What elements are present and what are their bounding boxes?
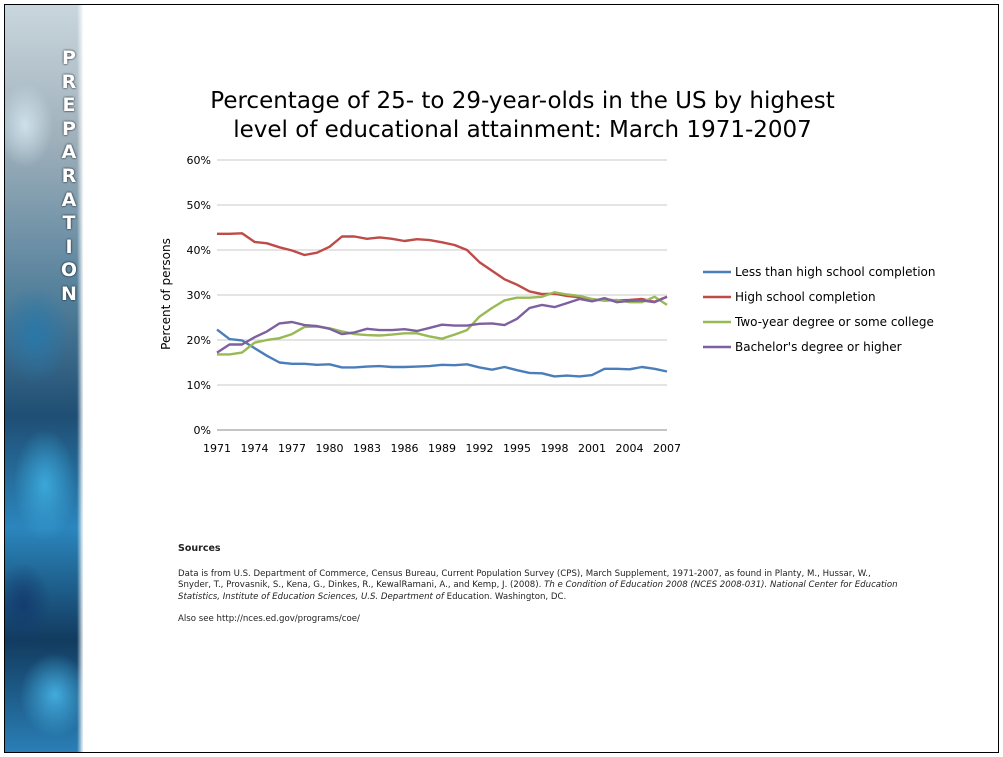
x-tick-label: 1977: [278, 442, 306, 455]
x-tick-label: 1998: [541, 442, 569, 455]
sidebar-letter: N: [61, 282, 77, 305]
x-tick-label: 1992: [466, 442, 494, 455]
chart-title-line-1: Percentage of 25- to 29-year-olds in the…: [210, 88, 835, 114]
y-tick-label: 50%: [187, 199, 211, 212]
sidebar-letter: I: [65, 235, 73, 258]
sources-also-see: Also see http://nces.ed.gov/programs/coe…: [178, 614, 360, 624]
y-tick-label: 30%: [187, 289, 211, 302]
chart-series: [216, 232, 668, 378]
y-tick-label: 20%: [187, 334, 211, 347]
legend-label: Less than high school completion: [735, 265, 935, 279]
sources-block: Sources Data is from U.S. Department of …: [178, 543, 898, 626]
y-tick-label: 40%: [187, 244, 211, 257]
sidebar-letter: O: [60, 259, 78, 282]
legend-label: Two-year degree or some college: [734, 315, 934, 329]
x-tick-label: 1971: [203, 442, 231, 455]
y-axis-label: Percent of persons: [159, 238, 173, 350]
sidebar-letter: E: [62, 94, 76, 117]
y-tick-label: 0%: [194, 424, 211, 437]
x-axis-ticks: 1971 1974 1977 1980 1983 1986 1989 1992 1995 1998…: [203, 442, 681, 455]
citation-text: Data is from U.S. Department of Commerce…: [178, 568, 871, 591]
x-tick-label: 1986: [391, 442, 419, 455]
x-tick-label: 1980: [316, 442, 344, 455]
chart-grid: [217, 159, 667, 431]
x-tick-label: 1995: [503, 442, 531, 455]
legend-label: High school completion: [735, 290, 876, 304]
sidebar-letter: A: [61, 188, 77, 211]
sidebar-letter: P: [62, 47, 76, 69]
sources-citation: Data is from U.S. Department of Commerce…: [178, 569, 898, 604]
x-tick-label: 1974: [241, 442, 269, 455]
citation-italic: Th e Condition of Education 2008 (NCES 2…: [178, 580, 898, 602]
x-tick-label: 1983: [353, 442, 381, 455]
y-tick-label: 60%: [187, 154, 211, 167]
sidebar-letter: A: [61, 141, 77, 164]
sidebar-letter: P: [62, 117, 76, 140]
y-tick-label: 10%: [187, 379, 211, 392]
chart-title: Percentage of 25- to 29-year-olds in the…: [175, 87, 870, 145]
x-tick-label: 1989: [428, 442, 456, 455]
series-line: [217, 232, 668, 304]
sidebar-letter: R: [61, 164, 77, 187]
series-line: [216, 295, 668, 354]
series-line: [216, 328, 668, 378]
x-tick-label: 2004: [616, 442, 644, 455]
legend-label: Bachelor's degree or higher: [735, 340, 902, 354]
x-tick-label: 2001: [578, 442, 606, 455]
line-chart: 0% 10% 20% 30% 40% 50% 60% 1971 1974 1977 1980 198…: [159, 154, 935, 455]
citation-tail: Education. Washington, DC.: [443, 591, 567, 602]
series-line: [217, 291, 668, 356]
sidebar-letter: R: [61, 70, 77, 93]
sidebar-letter: T: [62, 212, 76, 235]
chart-title-line-2: level of educational attainment: March 1…: [233, 117, 812, 143]
y-axis-ticks: 0% 10% 20% 30% 40% 50% 60%: [187, 154, 211, 437]
chart-legend: Less than high school completion High sch…: [703, 265, 935, 354]
x-tick-label: 2007: [653, 442, 681, 455]
sources-heading: Sources: [178, 543, 221, 554]
